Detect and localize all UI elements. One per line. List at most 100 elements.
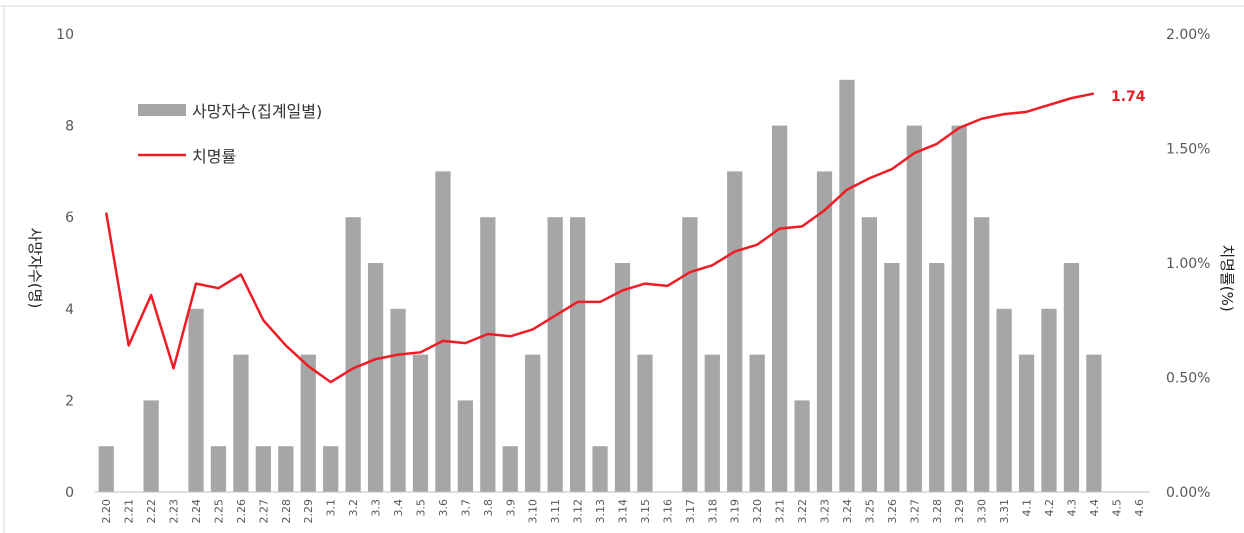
x-tick-label: 3.21: [774, 499, 787, 524]
y-axis-title: 사망자수(명): [26, 228, 44, 309]
x-tick-label: 3.15: [639, 499, 652, 524]
x-tick-label: 3.9: [504, 499, 517, 517]
bar-4.1: [1018, 354, 1035, 492]
bar-3.4: [390, 308, 406, 492]
x-tick-label: 3.5: [414, 499, 427, 517]
x-tick-label: 3.6: [437, 499, 450, 517]
x-tick-label: 2.22: [145, 499, 158, 524]
bar-3.7: [457, 400, 473, 492]
bar-3.15: [637, 354, 653, 492]
bar-3.13: [592, 446, 608, 492]
bar-3.22: [794, 400, 810, 492]
x-tick-label: 3.19: [729, 499, 742, 524]
y-tick-label: 2: [65, 393, 74, 409]
y-tick-label: 6: [65, 210, 74, 226]
bar-2.24: [188, 308, 204, 492]
x-tick-labels: 2.20 2.21 2.22 2.23 2.24 2.25 2.26 2.27 2.28 2.29…: [100, 499, 1146, 524]
bar-3.27: [906, 125, 922, 492]
x-tick-label: 4.2: [1043, 499, 1056, 517]
x-tick-label: 3.29: [953, 499, 966, 524]
bar-3.5: [412, 354, 429, 492]
bar-3.20: [749, 354, 765, 492]
bar-3.10: [525, 354, 541, 492]
x-tick-label: 3.2: [347, 499, 360, 517]
bar-2.26: [233, 354, 249, 492]
y-tick-labels: 0 2 4 6 8 10: [56, 27, 74, 501]
x-tick-label: 3.28: [931, 499, 944, 524]
x-tick-label: 3.4: [392, 499, 405, 517]
x-tick-label: 3.24: [841, 499, 854, 524]
legend-label-deaths: 사망자수(집계일별): [192, 102, 322, 121]
x-tick-label: 3.16: [661, 499, 674, 524]
x-tick-label: 4.1: [1021, 499, 1034, 517]
x-tick-label: 4.3: [1065, 499, 1078, 517]
bar-2.22: [143, 400, 159, 492]
y-tick-label: 8: [65, 119, 74, 135]
bar-4.2: [1041, 308, 1057, 492]
bar-3.28: [929, 263, 945, 492]
x-tick-label: 2.24: [190, 499, 203, 524]
bar-3.18: [704, 354, 720, 492]
bar-3.6: [435, 171, 451, 492]
x-tick-label: 3.8: [482, 499, 495, 517]
y2-tick-label: 0.50%: [1166, 371, 1210, 387]
x-tick-label: 2.23: [168, 499, 181, 524]
bar-2.28: [278, 446, 294, 492]
bar-3.14: [614, 263, 631, 492]
bar-3.21: [772, 125, 788, 492]
x-tick-label: 3.10: [527, 499, 540, 524]
x-tick-label: 3.12: [572, 499, 585, 524]
x-tick-label: 2.27: [257, 499, 270, 524]
y2-tick-label: 1.50%: [1166, 142, 1210, 158]
legend-label-fatality: 치명률: [192, 147, 236, 166]
x-tick-label: 2.21: [123, 499, 136, 524]
x-tick-label: 2.28: [280, 499, 293, 524]
x-tick-label: 4.5: [1110, 499, 1123, 517]
bar-series: [98, 79, 1102, 493]
x-tick-label: 2.29: [302, 499, 315, 524]
y-tick-label: 4: [65, 302, 74, 318]
bar-3.9: [502, 446, 518, 492]
bar-3.29: [951, 125, 967, 492]
y2-axis-title: 치명률(%): [1218, 244, 1236, 311]
x-tick-label: 3.18: [706, 499, 719, 524]
x-tick-label: 2.20: [100, 499, 113, 524]
x-tick-label: 3.7: [459, 499, 472, 517]
x-tick-label: 3.30: [976, 499, 989, 524]
x-tick-label: 3.23: [819, 499, 832, 524]
y2-tick-label: 0.00%: [1166, 485, 1210, 501]
bar-3.1: [323, 446, 339, 492]
x-tick-label: 3.31: [998, 499, 1011, 524]
bar-3.8: [480, 217, 496, 492]
bar-3.19: [727, 171, 743, 492]
bar-2.20: [98, 446, 114, 492]
x-tick-label: 4.6: [1133, 499, 1146, 517]
bar-3.31: [996, 308, 1012, 492]
x-tick-label: 3.20: [751, 499, 764, 524]
bar-3.3: [367, 263, 384, 492]
x-tick-label: 3.13: [594, 499, 607, 524]
bar-2.25: [210, 446, 227, 492]
fatality-rate-line: [104, 92, 1095, 384]
y2-tick-labels: 0.00% 0.50% 1.00% 1.50% 2.00%: [1166, 27, 1210, 501]
bar-3.12: [569, 217, 586, 492]
bar-4.4: [1086, 354, 1102, 492]
x-tick-label: 2.26: [235, 499, 248, 524]
bar-4.3: [1063, 263, 1080, 492]
legend-swatch-deaths: [138, 104, 186, 116]
x-tick-label: 3.17: [684, 499, 697, 524]
x-tick-label: 3.27: [908, 499, 921, 524]
x-tick-label: 3.14: [617, 499, 630, 524]
bar-3.24: [839, 79, 855, 493]
y2-tick-label: 1.00%: [1166, 256, 1210, 272]
y-tick-label: 10: [56, 27, 74, 43]
x-tick-label: 3.25: [863, 499, 876, 524]
y-tick-label: 0: [65, 485, 74, 501]
y2-tick-label: 2.00%: [1166, 27, 1210, 43]
bar-3.26: [884, 263, 900, 492]
bar-3.2: [345, 217, 361, 492]
x-tick-label: 3.26: [886, 499, 899, 524]
bar-3.23: [816, 171, 833, 492]
